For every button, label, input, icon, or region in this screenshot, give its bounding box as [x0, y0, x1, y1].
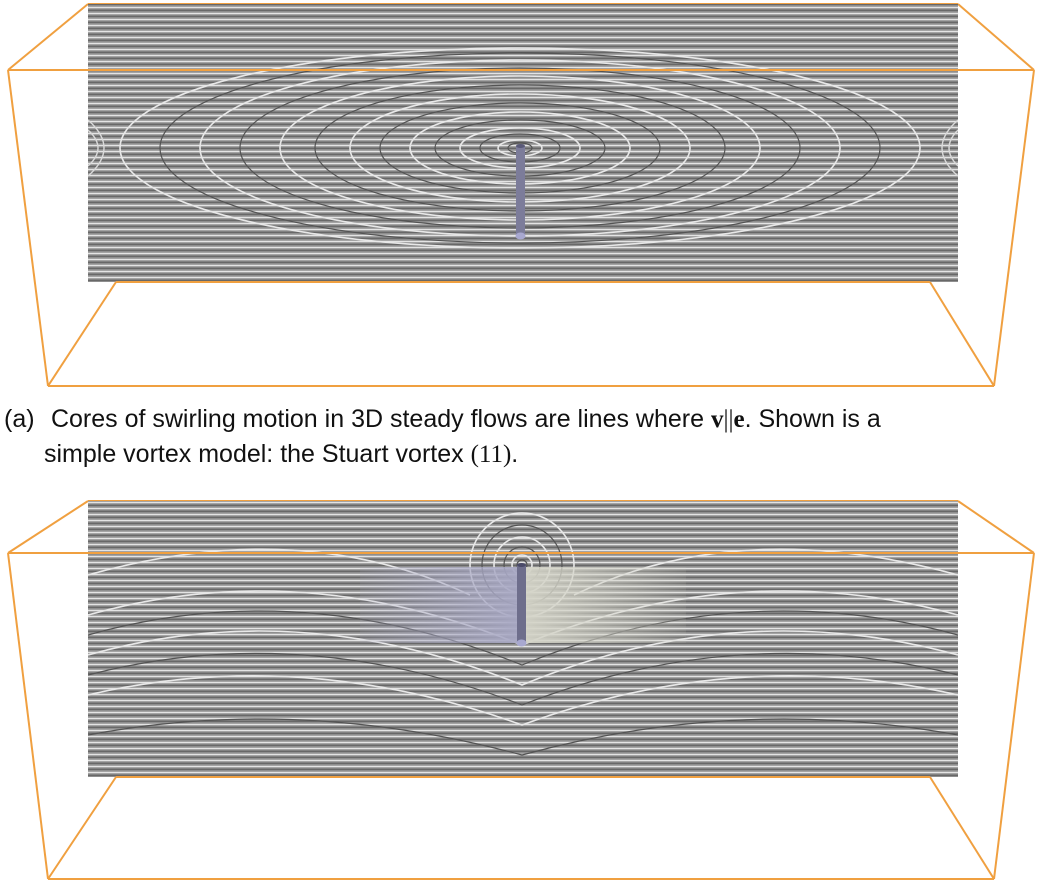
caption-a-label: (a) — [4, 405, 35, 433]
caption-a-math-v: v — [710, 406, 724, 433]
caption-a-reference: (11) — [470, 441, 512, 468]
caption-a-math-e: e — [733, 406, 745, 433]
core-surface-right — [526, 567, 686, 643]
caption-a-text-3: simple vortex model: the Stuart vortex — [44, 440, 471, 468]
caption-a-line-2: simple vortex model: the Stuart vortex (… — [4, 437, 1034, 472]
box-b-front-edges — [7, 552, 1035, 880]
caption-a: (a) Cores of swirling motion in 3D stead… — [4, 402, 1034, 472]
figure-b-canvas — [7, 500, 1035, 880]
caption-a-line-1: (a) Cores of swirling motion in 3D stead… — [4, 402, 1034, 437]
vortex-core-line — [515, 144, 526, 240]
figure-b-vortex-surface — [0, 495, 1042, 885]
caption-a-text-1: Cores of swirling motion in 3D steady fl… — [50, 405, 711, 433]
vortex-core-line-b — [516, 563, 527, 647]
figure-a-stuart-vortex — [0, 0, 1042, 392]
core-surface-left — [360, 567, 518, 643]
flow-texture-slice — [88, 4, 958, 282]
figure-a-canvas — [7, 3, 1035, 387]
box-front-edges — [7, 69, 1035, 387]
caption-a-math-parallel: || — [723, 406, 734, 433]
caption-a-text-2: . Shown is a — [744, 405, 881, 433]
caption-a-text-4: . — [511, 440, 519, 468]
